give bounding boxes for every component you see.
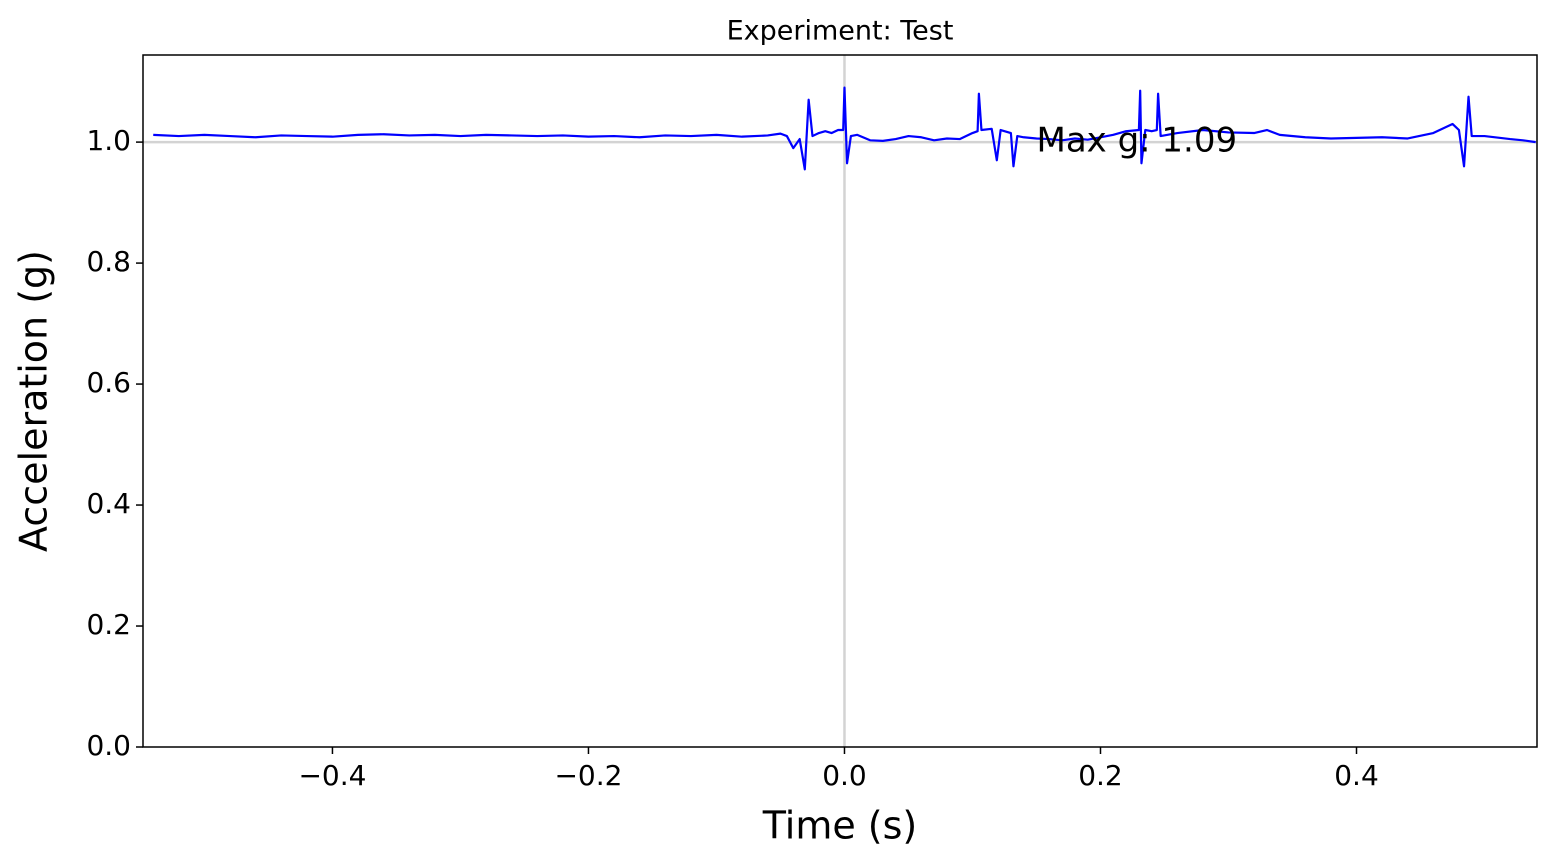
y-tick-label: 0.4 bbox=[86, 487, 131, 520]
x-axis-label: Time (s) bbox=[762, 804, 918, 848]
x-tick-label: 0.4 bbox=[1334, 759, 1379, 792]
data-line bbox=[153, 86, 1536, 171]
x-tick-label: 0.2 bbox=[1078, 759, 1123, 792]
y-tick-label: 0.6 bbox=[86, 366, 131, 399]
y-tick-label: 0.2 bbox=[86, 608, 131, 641]
x-tick-label: −0.2 bbox=[554, 759, 622, 792]
x-tick-label: 0.0 bbox=[822, 759, 867, 792]
annotation: Max g: 1.09 bbox=[1036, 121, 1237, 161]
y-axis-label: Acceleration (g) bbox=[12, 250, 56, 552]
plot-frame bbox=[142, 54, 1538, 748]
x-tick-label: −0.4 bbox=[298, 759, 366, 792]
y-tick-label: 1.0 bbox=[86, 124, 131, 157]
y-tick-label: 0.0 bbox=[86, 729, 131, 762]
chart-title: Experiment: Test bbox=[727, 16, 954, 47]
y-tick-label: 0.8 bbox=[86, 245, 131, 278]
